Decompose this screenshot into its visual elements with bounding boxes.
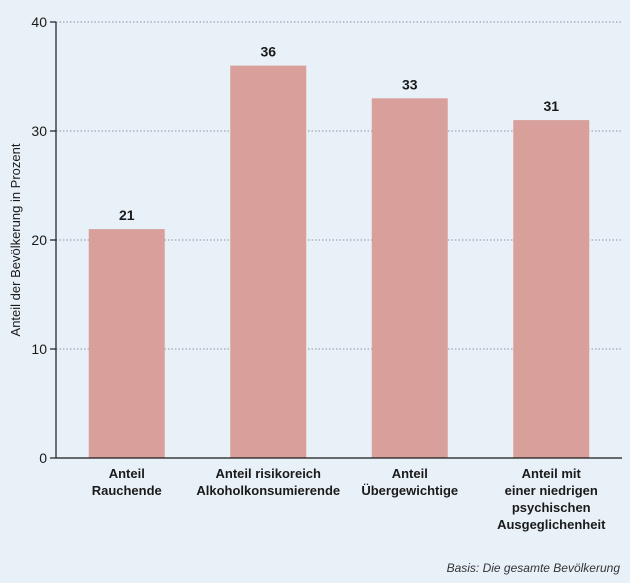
category-label-line: Anteil	[109, 466, 145, 481]
bar-value-label: 21	[119, 207, 135, 223]
bar-value-label: 36	[260, 44, 276, 60]
value-labels: 21 36 33 31	[119, 44, 559, 224]
bar	[230, 65, 307, 458]
bar	[88, 229, 165, 458]
category-label-line: Ausgeglichenheit	[497, 517, 606, 532]
category-label-line: psychischen	[512, 500, 591, 515]
category-label: Anteil Rauchende	[92, 466, 162, 498]
bar	[371, 98, 448, 459]
y-tick-label: 10	[31, 341, 47, 357]
category-label-line: Rauchende	[92, 483, 162, 498]
category-label: Anteil risikoreich Alkoholkonsumierende	[196, 466, 340, 498]
bar	[513, 120, 590, 458]
category-label-line: Alkoholkonsumierende	[196, 483, 340, 498]
y-ticks: 0 10 20 30 40	[31, 14, 56, 466]
bar-value-label: 33	[402, 76, 418, 92]
y-tick-label: 40	[31, 14, 47, 30]
category-label: Anteil mit einer niedrigen psychischen Ausg…	[497, 466, 606, 532]
category-label-line: Anteil	[392, 466, 428, 481]
category-label-line: Übergewichtige	[361, 483, 458, 498]
category-label-line: Anteil risikoreich	[216, 466, 322, 481]
category-label-line: Anteil mit	[522, 466, 582, 481]
y-tick-label: 20	[31, 232, 47, 248]
category-label-line: einer niedrigen	[505, 483, 598, 498]
category-labels: Anteil Rauchende Anteil risikoreich Alkohol…	[92, 466, 606, 532]
bar-value-label: 31	[543, 98, 559, 114]
category-label: Anteil Übergewichtige	[361, 466, 458, 498]
bars	[88, 65, 590, 459]
y-axis-label: Anteil der Bevölkerung in Prozent	[8, 143, 23, 336]
footnote: Basis: Die gesamte Bevölkerung	[447, 561, 621, 575]
y-tick-label: 0	[39, 450, 47, 466]
y-tick-label: 30	[31, 123, 47, 139]
